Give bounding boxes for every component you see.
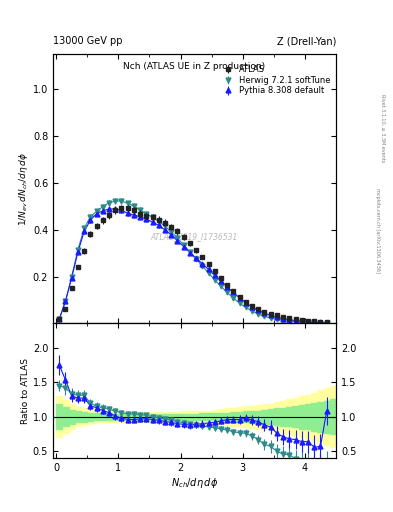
Text: 13000 GeV pp: 13000 GeV pp <box>53 36 123 46</box>
X-axis label: $N_{ch}/d\eta\, d\phi$: $N_{ch}/d\eta\, d\phi$ <box>171 476 218 490</box>
Text: Z (Drell-Yan): Z (Drell-Yan) <box>277 36 336 46</box>
Text: mcplots.cern.ch [arXiv:1306.3436]: mcplots.cern.ch [arXiv:1306.3436] <box>375 188 380 273</box>
Legend: ATLAS, Herwig 7.2.1 softTune, Pythia 8.308 default: ATLAS, Herwig 7.2.1 softTune, Pythia 8.3… <box>219 63 332 97</box>
Text: Rivet 3.1.10, ≥ 3.3M events: Rivet 3.1.10, ≥ 3.3M events <box>381 94 386 162</box>
Text: ATLAS_2019_I1736531: ATLAS_2019_I1736531 <box>151 232 238 242</box>
Text: Nch (ATLAS UE in Z production): Nch (ATLAS UE in Z production) <box>123 62 266 71</box>
Y-axis label: $1/N_{ev}\, dN_{ch}/d\eta\, d\phi$: $1/N_{ev}\, dN_{ch}/d\eta\, d\phi$ <box>17 152 30 226</box>
Y-axis label: Ratio to ATLAS: Ratio to ATLAS <box>21 358 30 424</box>
